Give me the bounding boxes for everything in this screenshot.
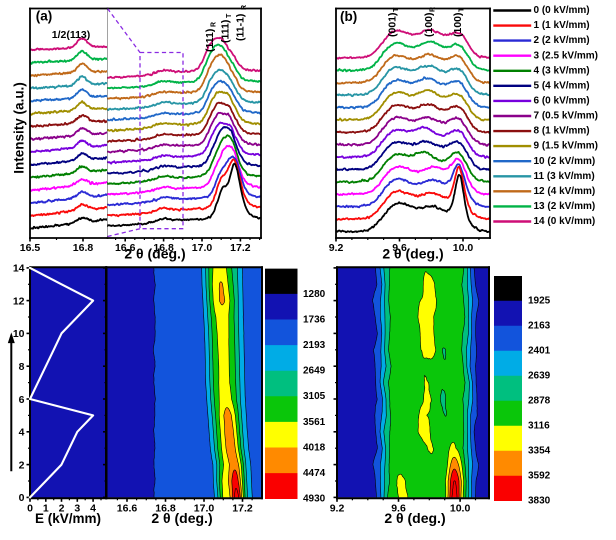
svg-text:3354: 3354 [528,446,551,457]
svg-text:3592: 3592 [528,471,551,482]
svg-text:14 (0 kV/mm): 14 (0 kV/mm) [534,216,596,227]
svg-text:3561: 3561 [303,417,326,428]
svg-text:10: 10 [13,328,25,340]
svg-text:2: 2 [19,459,25,471]
svg-text:10 (2 kV/mm): 10 (2 kV/mm) [534,156,596,167]
svg-text:R: R [241,5,248,10]
svg-text:4930: 4930 [303,494,326,505]
svg-text:(111): (111) [204,29,216,52]
svg-text:4: 4 [19,427,25,439]
svg-text:3830: 3830 [528,496,551,507]
svg-text:17.0: 17.0 [194,502,215,514]
svg-text:(111): (111) [219,20,231,43]
svg-text:5 (4 kV/mm): 5 (4 kV/mm) [534,80,590,91]
svg-text:11 (3 kV/mm): 11 (3 kV/mm) [534,171,595,182]
svg-text:Intensity (a.u.): Intensity (a.u.) [12,82,27,174]
svg-text:3105: 3105 [303,391,326,402]
svg-text:0: 0 [19,492,25,504]
svg-text:4 (3 kV/mm): 4 (3 kV/mm) [534,65,590,76]
svg-text:2878: 2878 [528,396,551,407]
svg-text:2 θ (deg.): 2 θ (deg.) [384,510,445,526]
svg-text:(a): (a) [36,9,53,24]
svg-text:9 (1.5 kV/mm): 9 (1.5 kV/mm) [534,141,598,152]
svg-text:R: R [211,22,218,27]
svg-text:(11-1): (11-1) [235,14,247,41]
svg-text:4018: 4018 [303,442,326,453]
svg-text:2: 2 [59,502,65,514]
svg-text:E (kV/mm): E (kV/mm) [35,511,101,526]
svg-text:9.6: 9.6 [391,502,406,514]
svg-text:17.2: 17.2 [230,242,251,254]
svg-text:0 (0 kV/mm): 0 (0 kV/mm) [534,5,590,16]
svg-text:2401: 2401 [528,346,551,357]
svg-text:16.6: 16.6 [117,502,138,514]
svg-text:16.6: 16.6 [115,242,136,254]
svg-text:T: T [459,7,466,12]
svg-text:9.6: 9.6 [392,242,407,254]
svg-text:6 (0 kV/mm): 6 (0 kV/mm) [534,96,590,107]
svg-text:2639: 2639 [528,371,551,382]
svg-text:17.2: 17.2 [232,502,253,514]
svg-text:2 θ (deg.): 2 θ (deg.) [382,246,443,262]
svg-text:2649: 2649 [303,366,326,377]
svg-text:14: 14 [13,263,25,275]
svg-text:10.0: 10.0 [453,242,474,254]
svg-text:3116: 3116 [528,421,550,432]
svg-text:2163: 2163 [528,321,551,332]
svg-text:16.8: 16.8 [153,242,174,254]
svg-text:17.0: 17.0 [192,242,213,254]
svg-text:10.0: 10.0 [450,502,471,514]
svg-text:16.5: 16.5 [20,242,41,254]
svg-text:7 (0.5 kV/mm): 7 (0.5 kV/mm) [534,111,598,122]
svg-text:1736: 1736 [303,314,326,325]
svg-text:6: 6 [19,394,25,406]
svg-text:16.8: 16.8 [73,242,94,254]
svg-text:(b): (b) [340,9,357,24]
svg-text:1 (1 kV/mm): 1 (1 kV/mm) [534,20,590,31]
svg-text:(001): (001) [387,12,399,37]
svg-text:9.2: 9.2 [330,502,345,514]
svg-text:8: 8 [19,361,25,373]
svg-text:1/2(113): 1/2(113) [52,29,91,41]
svg-text:2 (2 kV/mm): 2 (2 kV/mm) [534,35,590,46]
svg-text:12: 12 [13,296,25,308]
svg-text:3: 3 [74,502,80,514]
svg-text:8 (1 kV/mm): 8 (1 kV/mm) [534,126,590,137]
svg-text:2 θ (deg.): 2 θ (deg.) [151,510,212,526]
svg-text:1280: 1280 [303,289,326,300]
svg-text:T: T [226,13,233,18]
svg-text:1: 1 [43,502,49,514]
svg-text:0: 0 [27,502,33,514]
svg-text:T: T [393,7,400,12]
svg-text:13 (2 kV/mm): 13 (2 kV/mm) [534,201,596,212]
svg-text:R: R [430,7,437,12]
svg-text:4474: 4474 [303,468,326,479]
svg-text:2193: 2193 [303,340,326,351]
svg-text:(100): (100) [423,12,435,37]
svg-text:12 (4 kV/mm): 12 (4 kV/mm) [534,186,596,197]
svg-text:3 (2.5 kV/mm): 3 (2.5 kV/mm) [534,50,598,61]
svg-text:16.8: 16.8 [155,502,176,514]
svg-text:4: 4 [90,502,96,514]
svg-text:(100): (100) [452,12,464,37]
svg-text:1925: 1925 [528,296,551,307]
svg-text:2 θ (deg.): 2 θ (deg.) [124,246,185,262]
svg-text:9.2: 9.2 [329,242,344,254]
